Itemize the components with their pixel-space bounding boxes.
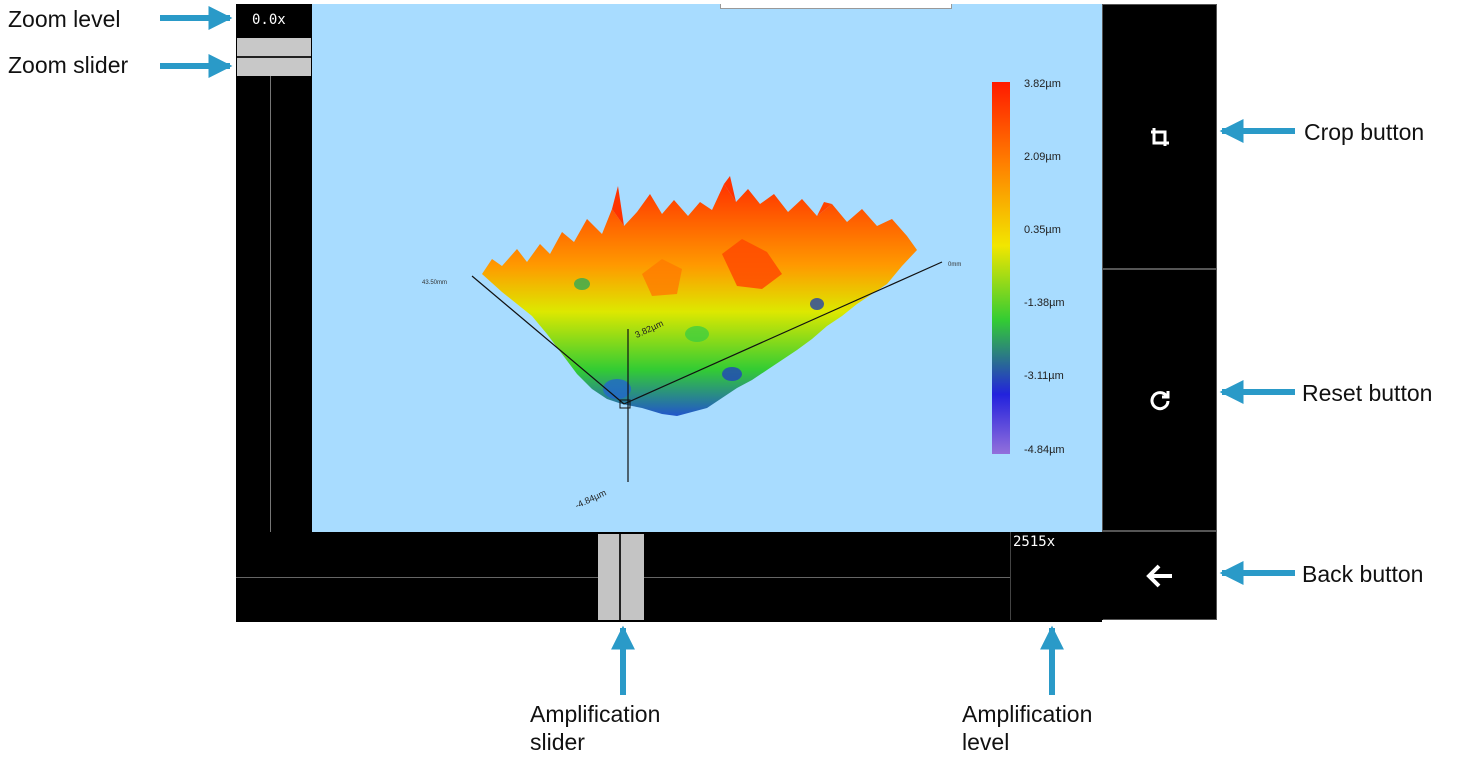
legend-label-5: -4.84µm	[1024, 444, 1065, 456]
amplification-slider-handle-line	[619, 534, 621, 620]
arrow-left-icon	[1145, 564, 1172, 587]
back-button[interactable]	[1102, 531, 1217, 620]
zoom-panel: 0.0x	[236, 4, 312, 534]
surface-3d-plot: 43.50mm 0mm	[422, 176, 961, 482]
legend-label-0: 3.82µm	[1024, 78, 1061, 90]
amplification-slider-handle[interactable]	[598, 534, 644, 620]
legend-label-3: -1.38µm	[1024, 297, 1065, 309]
zoom-level-callout: Zoom level	[8, 6, 121, 32]
amp-level-callout-line2: level	[962, 729, 1010, 755]
zoom-slider-callout: Zoom slider	[8, 52, 129, 78]
amp-slider-callout-line2: slider	[530, 729, 585, 755]
reset-icon	[1150, 391, 1169, 411]
crop-button[interactable]	[1102, 4, 1217, 269]
amplification-panel: 2515x	[236, 532, 1103, 622]
axis-left	[471, 275, 625, 405]
reset-button-callout: Reset button	[1302, 380, 1433, 406]
amp-slider-callout: Amplification slider	[530, 700, 710, 756]
zoom-slider-handle-line	[237, 56, 311, 58]
amp-level-callout-line1: Amplification	[962, 701, 1093, 727]
amplification-level-display: 2515x	[1010, 532, 1103, 620]
zoom-slider-track[interactable]	[270, 40, 271, 534]
device-ui: 0.0x	[236, 4, 1217, 622]
zoom-level-display: 0.0x	[238, 6, 310, 34]
amplification-level-value: 2515x	[1013, 534, 1056, 550]
zoom-slider-handle[interactable]	[237, 38, 311, 76]
legend-label-4: -3.11µm	[1024, 370, 1064, 382]
surface-shape	[482, 184, 917, 416]
svg-text:43.50mm: 43.50mm	[422, 280, 447, 286]
crop-button-callout: Crop button	[1304, 119, 1425, 145]
legend-label-2: 0.35µm	[1024, 224, 1061, 236]
plot-top-tab	[720, 4, 952, 9]
crop-icon	[1150, 127, 1169, 146]
plot-area[interactable]: 43.50mm 0mm 3.82µm -4.84µm 3.82µm 2.09µm…	[312, 4, 1102, 532]
amp-slider-callout-line1: Amplification	[530, 701, 661, 727]
back-button-callout: Back button	[1302, 561, 1424, 587]
legend-label-1: 2.09µm	[1024, 151, 1061, 163]
color-legend-bar	[992, 82, 1010, 454]
axis-right	[623, 261, 943, 405]
reset-button[interactable]	[1102, 269, 1217, 531]
amp-level-callout: Amplification level	[962, 700, 1142, 756]
zoom-level-value: 0.0x	[252, 12, 286, 28]
svg-text:0mm: 0mm	[948, 262, 961, 268]
